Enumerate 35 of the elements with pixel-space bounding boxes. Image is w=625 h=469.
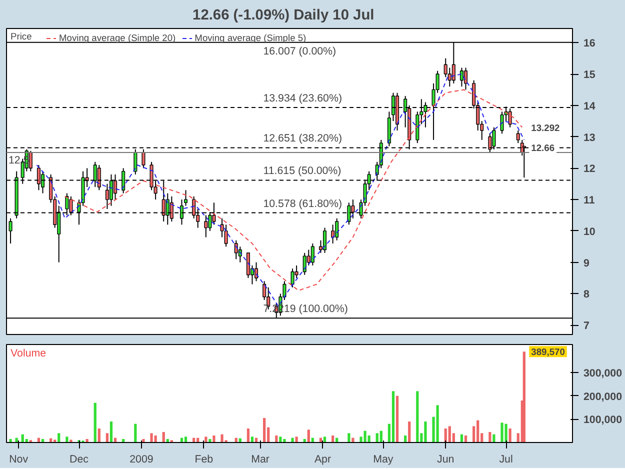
x-tick-label: Jun bbox=[437, 454, 454, 466]
chart-title: 12.66 (-1.09%) Daily 10 Jul bbox=[192, 8, 374, 24]
annotation: 12.66 bbox=[531, 142, 554, 153]
y-tick-label: 9 bbox=[584, 257, 590, 270]
y-tick-label: 8 bbox=[584, 288, 590, 301]
x-tick-label: Feb bbox=[194, 454, 214, 466]
x-tick-label: Nov bbox=[9, 454, 29, 466]
annotation: 13.292 bbox=[531, 123, 560, 134]
x-tick-label: 2009 bbox=[130, 454, 154, 466]
legend-title: Price bbox=[10, 32, 32, 42]
y-tick-label: 200,000 bbox=[584, 390, 622, 403]
ref-line-label: 11.615 (50.00%) bbox=[263, 165, 342, 178]
y-tick-label: 7 bbox=[584, 320, 590, 332]
ref-line-label: 10.578 (61.80%) bbox=[263, 198, 342, 210]
x-tick-label: Apr bbox=[314, 454, 332, 466]
y-tick-label: 100,000 bbox=[584, 414, 622, 426]
ref-line-label: 12.651 (38.20%) bbox=[263, 132, 342, 145]
legend-label: Moving average (Simple 5) bbox=[194, 33, 306, 43]
y-tick-label: 12 bbox=[584, 163, 596, 176]
y-tick-label: 16 bbox=[584, 38, 596, 50]
legend-label: Moving average (Simple 20) bbox=[59, 33, 176, 43]
x-tick-label: Dec bbox=[70, 454, 90, 466]
annotation: 389,570 bbox=[531, 347, 565, 358]
y-tick-label: 10 bbox=[584, 226, 596, 238]
y-tick-label: 13 bbox=[584, 132, 596, 144]
y-tick-label: 14 bbox=[584, 100, 596, 112]
x-tick-label: May bbox=[373, 454, 394, 466]
x-tick-label: Mar bbox=[251, 454, 270, 466]
ref-line-label: 13.934 (23.60%) bbox=[263, 92, 342, 104]
y-tick-label: 300,000 bbox=[584, 368, 622, 380]
text: Volume bbox=[10, 348, 46, 360]
y-tick-label: 11 bbox=[584, 194, 595, 207]
ref-line-label: 16.007 (0.00%) bbox=[263, 45, 336, 58]
y-tick-label: 15 bbox=[584, 69, 596, 82]
x-tick-label: Jul bbox=[499, 454, 513, 466]
